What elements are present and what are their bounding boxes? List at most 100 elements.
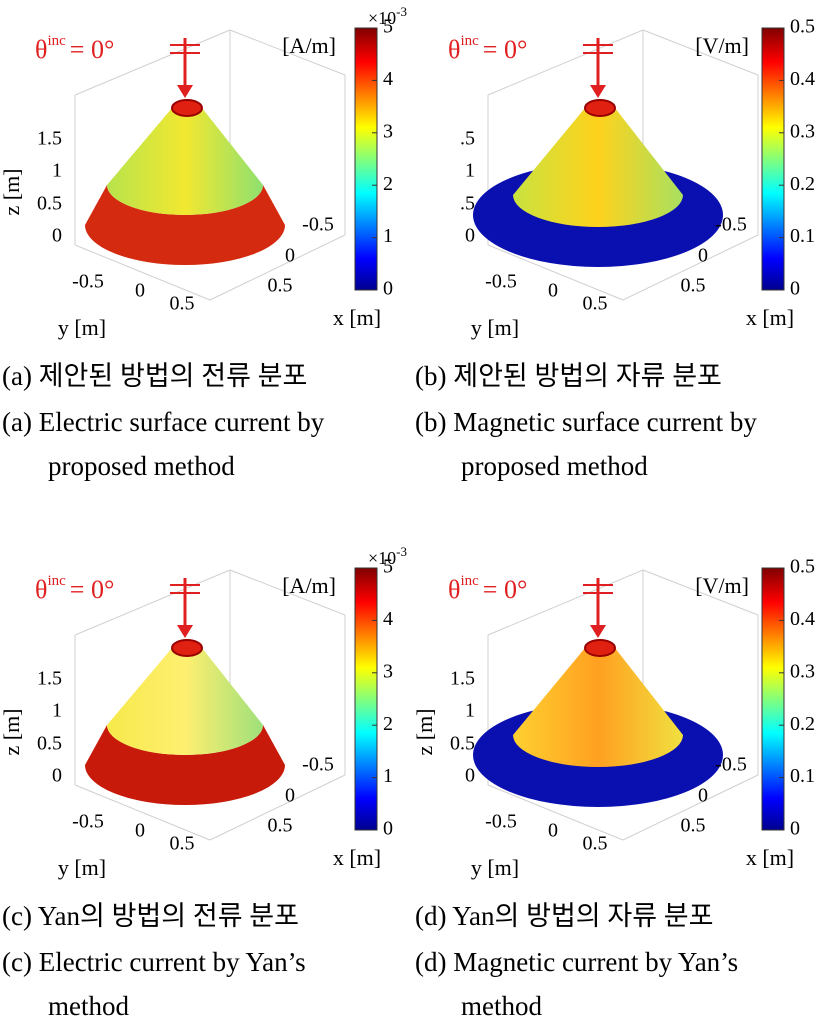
x-axis-label: x [m] (746, 845, 794, 870)
panel: θinc = 0° [V/m]00.10.20.30.40.50.51.5-0.5 0… (415, 16, 815, 482)
colorbar (761, 27, 785, 291)
x-tick-label: -0.5 (715, 754, 747, 776)
y-axis-label: y [m] (58, 315, 106, 340)
cone-top (584, 99, 616, 117)
colorbar-tick-label: 1 (383, 765, 393, 787)
theta: θ (448, 575, 460, 604)
y-tick-label: -0.5 (72, 811, 104, 833)
colorbar-tick-label: 1 (383, 225, 393, 247)
cone-top (171, 639, 203, 657)
axis-frame (642, 569, 759, 616)
incidence-label: θinc = 0° (35, 33, 114, 64)
z-axis-label: z [m] (0, 168, 24, 215)
y-tick-label: 0 (548, 280, 558, 302)
z-axis-label: z [m] (0, 708, 24, 755)
z-tick-label: .5 (460, 128, 475, 150)
panel: θinc = 0° [V/m] 0 0.1 0.2 0.3 0.4 0.5 0 0.5 1 1.5 -0.… (412, 556, 815, 1022)
z-tick-label: .5 (460, 193, 475, 215)
axis-frame (487, 244, 624, 301)
scale-exp: -3 (396, 544, 407, 559)
scale-base: ×10 (368, 8, 396, 28)
axis-frame (622, 774, 759, 841)
theta-rest: = 0° (70, 575, 115, 604)
cone-surface (107, 648, 263, 755)
z-tick-label: 1 (52, 700, 62, 722)
z-tick-label: 0 (465, 225, 475, 247)
x-axis-label: x [m] (333, 305, 381, 330)
z-tick-label: 1 (465, 700, 475, 722)
axis-frame (622, 234, 759, 301)
y-axis-label: y [m] (471, 315, 519, 340)
scale-base: ×10 (368, 548, 396, 568)
x-axis-label: x [m] (746, 305, 794, 330)
theta-sup: inc (460, 573, 479, 589)
colorbar (761, 567, 785, 831)
z-tick-label: 1 (465, 160, 475, 182)
arrow-head (177, 85, 193, 98)
y-tick-label: 0.5 (170, 833, 195, 855)
unit-label: [V/m] (695, 33, 749, 58)
x-axis-label: x [m] (333, 845, 381, 870)
x-tick-label: 0 (285, 785, 295, 807)
theta: θ (35, 575, 47, 604)
z-tick-label: 1 (52, 160, 62, 182)
colorbar-tick-label: 0.2 (790, 713, 815, 735)
unit-label: [A/m] (282, 33, 336, 58)
caption-en: proposed method (48, 451, 235, 481)
theta-rest: = 0° (70, 35, 115, 64)
cone-top (584, 639, 616, 657)
panel: θinc = 0° [A/m] ×10-3 0 1 2 3 4 5 0 0.5 1 1.5 -0.5 0 0.5… (0, 4, 407, 481)
caption-en: (c) Electric current by Yan’s (2, 947, 306, 977)
y-tick-label: 0 (135, 280, 145, 302)
arrow-head (177, 625, 193, 638)
caption-en: method (48, 991, 129, 1017)
theta-rest: = 0° (483, 35, 528, 64)
scale-exp: -3 (396, 4, 407, 19)
y-tick-label: -0.5 (72, 271, 104, 293)
theta: θ (448, 35, 460, 64)
colorbar-tick-label: 5 (383, 556, 393, 578)
scale-label: ×10-3 (368, 4, 407, 28)
cone-surface (513, 648, 683, 767)
theta-sup: inc (460, 33, 479, 49)
z-tick-label: 1.5 (37, 128, 62, 150)
colorbar-tick-label: 0.4 (790, 608, 815, 630)
caption-en: method (461, 991, 542, 1017)
z-axis-label: z [m] (412, 708, 437, 755)
z-tick-label: 0 (52, 765, 62, 787)
colorbar-tick-label: 2 (383, 713, 393, 735)
colorbar-tick-label: 0 (383, 278, 393, 300)
x-tick-label: 0.5 (681, 275, 706, 297)
axis-frame (74, 244, 211, 301)
y-tick-label: 0.5 (583, 833, 608, 855)
axis-frame (642, 29, 759, 76)
colorbar-tick-label: 0.5 (790, 16, 815, 38)
axis-frame (74, 569, 231, 636)
caption-en: (d) Magnetic current by Yan’s (415, 947, 738, 977)
x-tick-label: -0.5 (302, 754, 334, 776)
y-axis-label: y [m] (58, 855, 106, 880)
incidence-label: θinc = 0° (448, 573, 527, 604)
z-tick-label: 1.5 (37, 668, 62, 690)
lower-band (85, 725, 285, 805)
colorbar-tick-label: 3 (383, 660, 393, 682)
panel: θinc = 0° [A/m] ×10-3 0 1 2 3 4 5 0 0.5 1 1.5 -0.5 0 0.5… (0, 544, 407, 1021)
caption-en: (b) Magnetic surface current by (415, 407, 757, 437)
z-tick-label: 0.5 (37, 193, 62, 215)
caption-ko: (c) Yan의 방법의 전류 분포 (2, 901, 299, 931)
caption-en: (a) Electric surface current by (2, 407, 325, 437)
z-tick-label: 0.5 (37, 733, 62, 755)
theta-sup: inc (47, 573, 66, 589)
y-tick-label: 0.5 (170, 293, 195, 315)
axis-frame (487, 784, 624, 841)
cone-top (171, 99, 203, 117)
y-tick-label: -0.5 (485, 271, 517, 293)
colorbar-tick-label: 0.3 (790, 120, 815, 142)
arrow-head (590, 85, 606, 98)
colorbar-tick-label: 0.3 (790, 660, 815, 682)
y-tick-label: 0.5 (583, 293, 608, 315)
colorbar-tick-label: 5 (383, 16, 393, 38)
theta: θ (35, 35, 47, 64)
caption-ko: (b) 제안된 방법의 자류 분포 (415, 361, 722, 391)
